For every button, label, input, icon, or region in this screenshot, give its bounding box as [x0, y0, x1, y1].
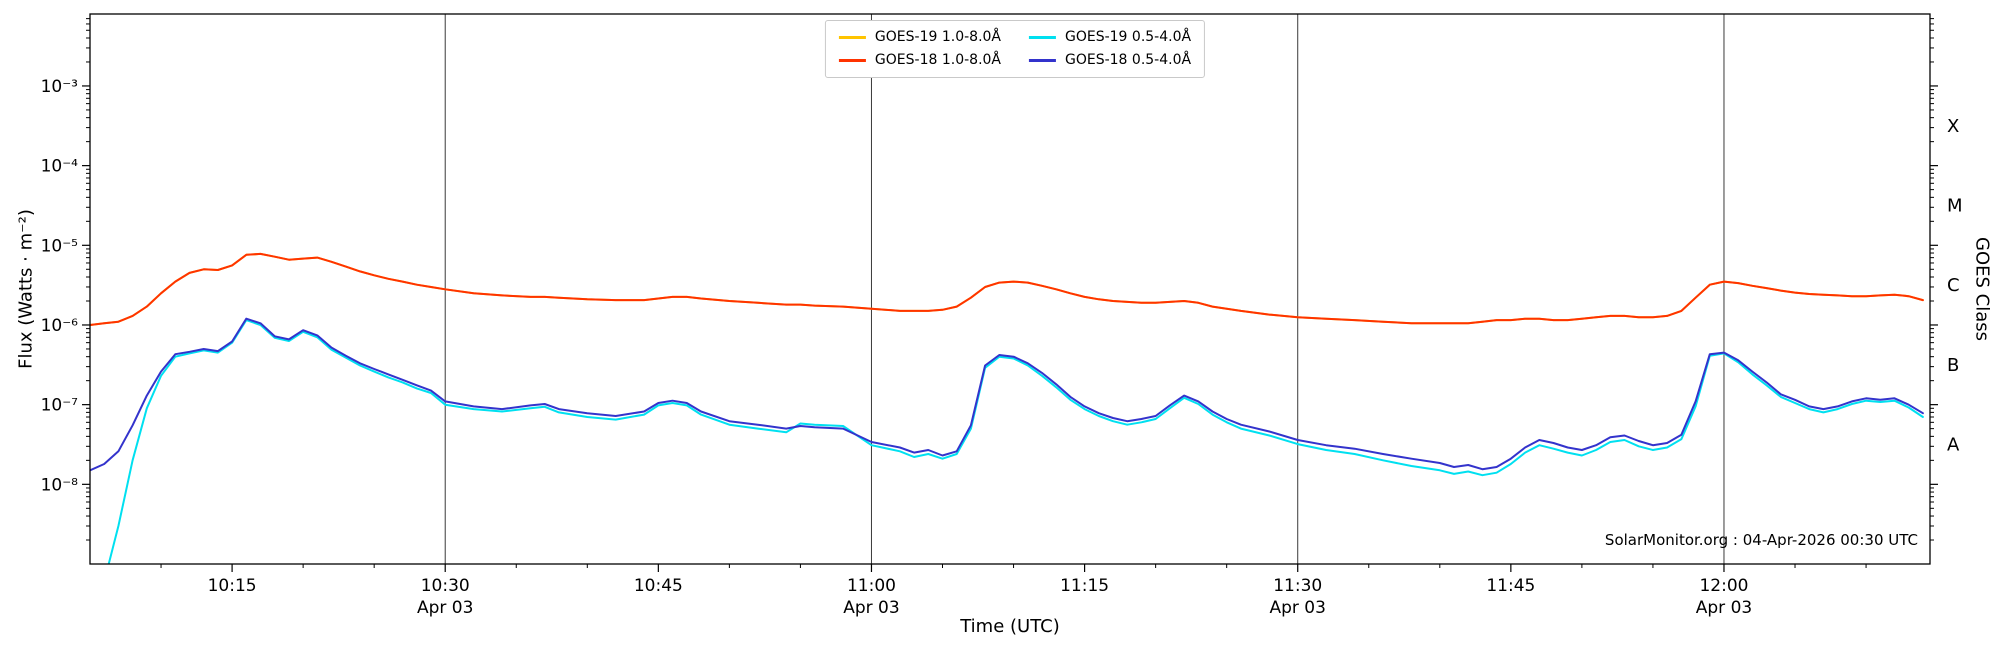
goes-class-letter-c: C — [1947, 275, 1960, 296]
legend-label-goes19-short: GOES-19 0.5-4.0Å — [1065, 29, 1192, 45]
y-tick-label: 10⁻⁶ — [41, 316, 79, 336]
y-tick-label: 10⁻⁵ — [41, 236, 78, 256]
y-tick-label: 10⁻⁷ — [41, 396, 79, 416]
legend-swatch-goes19-long — [838, 35, 866, 39]
y-tick-label: 10⁻⁴ — [41, 157, 79, 177]
legend-entry-goes18-short: GOES-18 0.5-4.0Å — [1029, 52, 1191, 69]
legend-swatch-goes19-short — [1029, 35, 1056, 39]
series-goes-19-1-0-8-0- — [90, 252, 1924, 326]
legend-swatch-goes18-short — [1029, 58, 1056, 62]
goes-class-letter-x: X — [1947, 116, 1959, 137]
x-tick-label: 12:00 — [1699, 576, 1748, 596]
x-tick-date-label: Apr 03 — [843, 598, 899, 618]
y-axis-label-flux: Flux (Watts · m⁻²) — [15, 209, 37, 369]
y-axis-label-goes-class: GOES Class — [1971, 237, 1993, 341]
x-tick-label: 10:45 — [634, 576, 683, 596]
legend-swatch-goes18-long — [838, 58, 866, 62]
vertical-gridlines — [444, 14, 1725, 564]
series-lines — [90, 252, 1924, 564]
x-tick-label: 10:30 — [421, 576, 470, 596]
y-tick-label: 10⁻³ — [41, 77, 78, 97]
goes-class-letter-m: M — [1947, 195, 1963, 216]
x-axis-label-time: Time (UTC) — [960, 616, 1060, 637]
series-goes-19-0-5-4-0- — [107, 319, 1924, 564]
legend-label-goes18-long: GOES-18 1.0-8.0Å — [874, 51, 1001, 68]
legend-entry-goes19-long: GOES-19 1.0-8.0Å — [838, 29, 1001, 46]
legend-label-goes18-short: GOES-18 0.5-4.0Å — [1065, 51, 1192, 68]
x-tick-label: 11:30 — [1273, 576, 1322, 596]
x-tick-label: 11:15 — [1060, 576, 1109, 596]
goes-class-letter-a: A — [1947, 435, 1960, 456]
legend-entry-goes18-long: GOES-18 1.0-8.0Å — [838, 51, 1001, 69]
series-goes-18-0-5-4-0- — [90, 317, 1924, 472]
x-tick-label: 10:15 — [208, 576, 257, 596]
x-tick-date-label: Apr 03 — [1269, 598, 1325, 618]
y-tick-label: 10⁻⁸ — [41, 475, 79, 495]
solarmonitor-credit: SolarMonitor.org : 04-Apr-2026 00:30 UTC — [1604, 531, 1918, 549]
series-goes-18-1-0-8-0- — [90, 252, 1924, 326]
legend-entry-goes19-short: GOES-19 0.5-4.0Å — [1029, 29, 1191, 46]
chart-legend: GOES-19 1.0-8.0Å GOES-18 1.0-8.0Å GOES-1… — [824, 20, 1206, 78]
x-tick-label: 11:00 — [847, 576, 896, 596]
x-tick-label: 11:45 — [1486, 576, 1535, 596]
plot-frame — [89, 13, 1931, 565]
legend-label-goes19-long: GOES-19 1.0-8.0Å — [874, 29, 1001, 45]
goes-class-letter-b: B — [1947, 355, 1959, 376]
x-tick-date-label: Apr 03 — [417, 598, 473, 618]
x-tick-date-label: Apr 03 — [1696, 598, 1752, 618]
